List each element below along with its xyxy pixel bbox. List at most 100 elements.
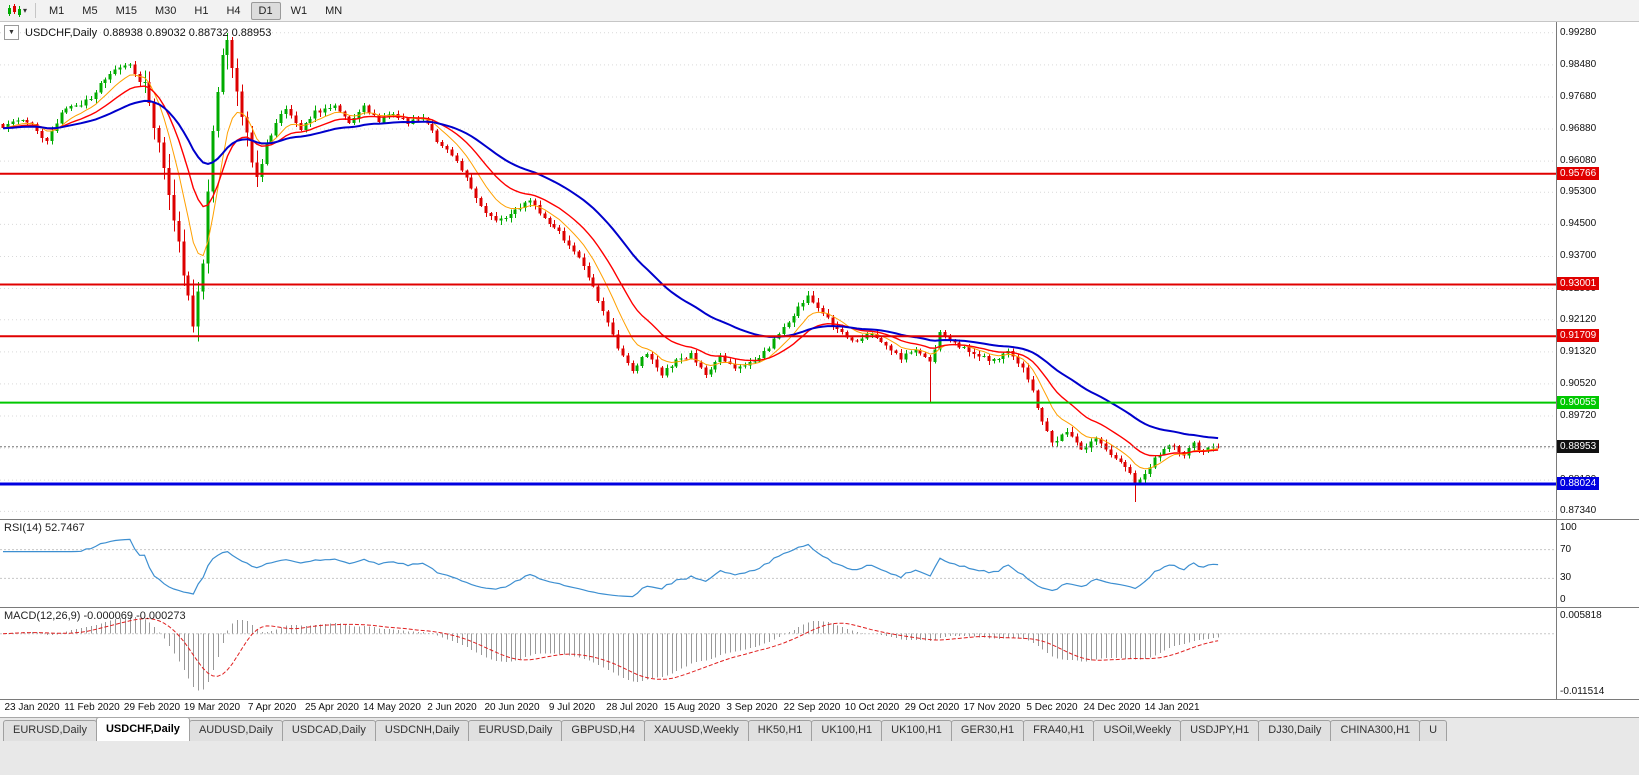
date-label: 10 Oct 2020 <box>844 702 900 713</box>
macd-signal-line <box>2 618 1219 680</box>
rsi-label: RSI(14) 52.7467 <box>4 522 85 534</box>
price-axis[interactable]: 0.99280 0.98480 0.97680 0.96880 0.96080 0.953… <box>1556 22 1639 519</box>
timeframe-button-m30[interactable]: M30 <box>154 4 177 17</box>
candlestick-chart-icon <box>8 4 21 17</box>
date-label: 23 Jan 2020 <box>4 702 60 713</box>
rsi-scale-label: 100 <box>1560 522 1577 533</box>
chart-tab-eurusd-daily[interactable]: EURUSD,Daily <box>3 720 97 741</box>
date-label: 22 Sep 2020 <box>783 702 841 713</box>
chevron-down-icon: ▾ <box>23 6 28 15</box>
rsi-scale-label: 0 <box>1560 594 1566 605</box>
toolbar-separator <box>35 3 37 18</box>
macd-scale-axis: 0.005818 -0.011514 <box>1556 608 1639 699</box>
macd-scale-top: 0.005818 <box>1560 610 1602 621</box>
chart-tab-dj30-daily[interactable]: DJ30,Daily <box>1258 720 1332 741</box>
chart-tab-usdcad-daily[interactable]: USDCAD,Daily <box>281 720 376 741</box>
chart-tab-xauusd-weekly[interactable]: XAUUSD,Weekly <box>643 720 749 741</box>
rsi-indicator-pane: 100 70 30 0 RSI(14) 52.7467 <box>0 519 1639 607</box>
chart-tab-china300-h1[interactable]: CHINA300,H1 <box>1330 720 1421 741</box>
timeframe-button-m1[interactable]: M1 <box>49 4 65 17</box>
rsi-scale-label: 30 <box>1560 572 1572 583</box>
price-tick-label: 0.96880 <box>1560 123 1597 134</box>
date-label: 14 Jan 2021 <box>1144 702 1200 713</box>
chart-tab-ger30-h1[interactable]: GER30,H1 <box>950 720 1025 741</box>
timeframe-button-w1[interactable]: W1 <box>290 4 308 17</box>
price-tick-label: 0.95300 <box>1560 186 1597 197</box>
timeframe-toolbar: ▾ M1 M5 M15 M30 H1 H4 D1 W1 MN <box>0 0 1639 22</box>
candles <box>1 32 1220 503</box>
chart-type-button[interactable]: ▾ <box>4 3 30 18</box>
chart-tab-usdjpy-h1[interactable]: USDJPY,H1 <box>1180 720 1260 741</box>
date-label: 19 Mar 2020 <box>183 702 241 713</box>
price-tick-label: 0.99280 <box>1560 27 1597 38</box>
chart-symbol-title: USDCHF,Daily <box>25 26 98 39</box>
timeframe-button-d1[interactable]: D1 <box>250 1 281 20</box>
price-tick-label: 0.94500 <box>1560 218 1597 229</box>
date-label: 24 Dec 2020 <box>1083 702 1141 713</box>
rsi-canvas[interactable] <box>0 520 1556 611</box>
chart-tab-u[interactable]: U <box>1419 720 1448 741</box>
date-label: 29 Feb 2020 <box>123 702 181 713</box>
chart-tab-usdcnh-daily[interactable]: USDCNH,Daily <box>374 720 470 741</box>
timeframe-button-m15[interactable]: M15 <box>115 4 137 17</box>
macd-label: MACD(12,26,9) -0.000069 -0.000273 <box>4 610 186 622</box>
price-badge-hline: 0.88024 <box>1557 477 1600 490</box>
macd-name: MACD(12,26,9) <box>4 610 81 622</box>
chart-tab-hk50-h1[interactable]: HK50,H1 <box>747 720 813 741</box>
chart-ohlc-values: 0.88938 0.89032 0.88732 0.88953 <box>103 26 272 39</box>
chart-canvas[interactable] <box>0 22 1556 522</box>
chart-tab-uk100-h1[interactable]: UK100,H1 <box>881 720 952 741</box>
date-label: 15 Aug 2020 <box>663 702 721 713</box>
date-label: 29 Oct 2020 <box>904 702 960 713</box>
collapse-chart-icon[interactable]: ▼ <box>4 25 19 40</box>
price-tick-label: 0.97680 <box>1560 91 1597 102</box>
date-label: 5 Dec 2020 <box>1026 702 1078 713</box>
timeframe-button-mn[interactable]: MN <box>325 4 343 17</box>
date-label: 14 May 2020 <box>363 702 421 713</box>
rsi-scale-axis: 100 70 30 0 <box>1556 520 1639 607</box>
chart-tab-eurusd-daily[interactable]: EURUSD,Daily <box>468 720 563 741</box>
timeframe-button-h4[interactable]: H4 <box>226 4 241 17</box>
chart-tab-uk100-h1[interactable]: UK100,H1 <box>811 720 883 741</box>
chart-title-bar: ▼ USDCHF,Daily 0.88938 0.89032 0.88732 0… <box>4 25 271 40</box>
price-tick-label: 0.91320 <box>1560 346 1597 357</box>
chart-tab-gbpusd-h4[interactable]: GBPUSD,H4 <box>561 720 645 741</box>
price-badge-hline: 0.93001 <box>1557 277 1600 290</box>
timeframe-button-m5[interactable]: M5 <box>82 4 98 17</box>
main-chart-pane: 0.99280 0.98480 0.97680 0.96880 0.96080 0.953… <box>0 22 1639 519</box>
date-label: 28 Jul 2020 <box>606 702 658 713</box>
price-tick-label: 0.92120 <box>1560 314 1597 325</box>
chart-tab-fra40-h1[interactable]: FRA40,H1 <box>1023 720 1095 741</box>
macd-value: -0.000069 -0.000273 <box>83 610 186 622</box>
price-badge-hline: 0.91709 <box>1557 329 1600 342</box>
rsi-value: 52.7467 <box>44 522 85 534</box>
chart-tab-usoil-weekly[interactable]: USOil,Weekly <box>1093 720 1182 741</box>
time-axis[interactable]: 23 Jan 2020 11 Feb 2020 29 Feb 2020 19 Mar … <box>0 699 1639 717</box>
date-label: 9 Jul 2020 <box>548 702 596 713</box>
price-badge-hline: 0.95766 <box>1557 167 1600 180</box>
date-label: 11 Feb 2020 <box>64 702 120 713</box>
chart-tab-usdchf-daily[interactable]: USDCHF,Daily <box>95 718 190 741</box>
price-badge-current: 0.88953 <box>1557 440 1600 453</box>
rsi-scale-label: 70 <box>1560 544 1572 555</box>
macd-scale-bottom: -0.011514 <box>1560 686 1605 697</box>
chart-tab-audusd-daily[interactable]: AUDUSD,Daily <box>188 720 283 741</box>
price-tick-label: 0.87340 <box>1560 505 1597 516</box>
macd-histogram <box>8 616 1219 691</box>
price-tick-label: 0.96080 <box>1560 155 1597 166</box>
date-label: 17 Nov 2020 <box>963 702 1021 713</box>
price-tick-label: 0.89720 <box>1560 410 1597 421</box>
chart-tabs-bar: EURUSD,Daily USDCHF,Daily AUDUSD,Daily USDC… <box>0 717 1639 741</box>
price-tick-label: 0.90520 <box>1560 378 1597 389</box>
date-label: 2 Jun 2020 <box>427 702 477 713</box>
timeframe-button-h1[interactable]: H1 <box>194 4 209 17</box>
date-label: 20 Jun 2020 <box>484 702 540 713</box>
macd-canvas[interactable] <box>0 608 1556 703</box>
timeframe-buttons: M1 M5 M15 M30 H1 H4 D1 W1 MN <box>41 1 350 20</box>
rsi-name: RSI(14) <box>4 522 42 534</box>
macd-indicator-pane: 0.005818 -0.011514 MACD(12,26,9) -0.0000… <box>0 607 1639 699</box>
date-label: 25 Apr 2020 <box>305 702 359 713</box>
price-tick-label: 0.93700 <box>1560 250 1597 261</box>
date-label: 3 Sep 2020 <box>726 702 778 713</box>
